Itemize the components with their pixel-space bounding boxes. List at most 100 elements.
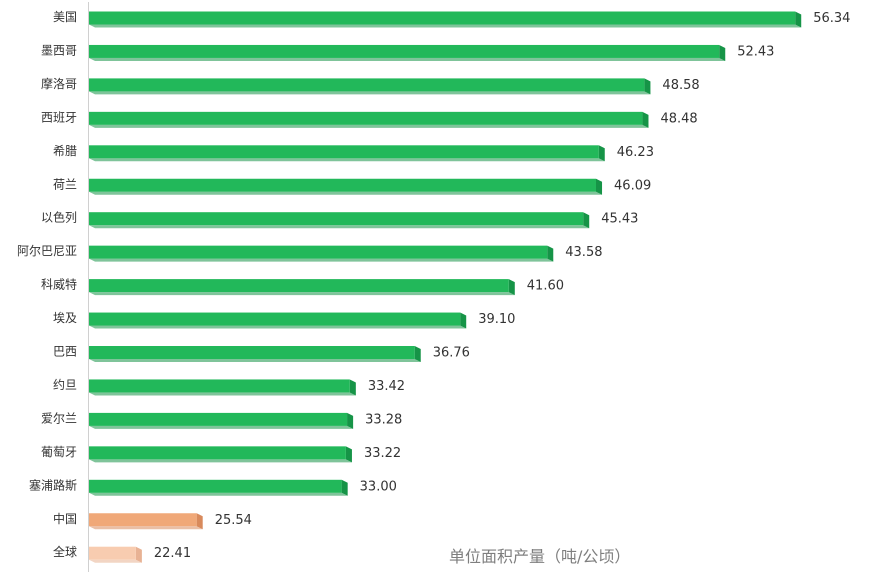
bar	[89, 446, 352, 463]
bar-face	[89, 279, 509, 293]
bar-side	[547, 245, 554, 262]
bar-face	[89, 446, 346, 460]
category-label: 约旦	[53, 377, 77, 392]
value-label: 39.10	[478, 312, 515, 327]
bar	[89, 379, 356, 396]
bar-side	[349, 379, 356, 396]
bar-face	[89, 145, 599, 159]
value-label: 25.54	[215, 513, 252, 528]
bar-face	[89, 312, 461, 326]
bar-bottom	[89, 526, 203, 530]
bar-face	[89, 212, 584, 226]
value-label: 46.09	[614, 178, 651, 193]
bar	[89, 245, 554, 262]
bar-face	[89, 111, 643, 125]
category-label: 葡萄牙	[41, 445, 77, 459]
bar-face	[89, 379, 350, 393]
bar-bottom	[89, 24, 802, 28]
bar-side	[460, 312, 467, 329]
bar-bottom	[89, 158, 605, 162]
bar-face	[89, 479, 342, 493]
bar-bottom	[89, 359, 421, 362]
bar-face	[89, 546, 136, 560]
category-labels-group: 美国墨西哥摩洛哥西班牙希腊荷兰以色列阿尔巴尼亚科威特埃及巴西约旦爱尔兰葡萄牙塞浦…	[17, 10, 77, 559]
value-label: 33.22	[364, 446, 401, 461]
bar-face	[89, 412, 348, 426]
bar-side	[598, 145, 605, 162]
value-label: 48.58	[662, 78, 699, 93]
category-label: 美国	[53, 10, 77, 24]
bar	[89, 11, 802, 28]
value-label: 48.48	[660, 111, 697, 126]
bar-face	[89, 245, 548, 259]
bar	[89, 412, 354, 429]
category-label: 摩洛哥	[41, 76, 77, 91]
bar-bottom	[89, 57, 726, 61]
unit-annotation: 单位面积产量（吨/公顷）	[449, 547, 631, 566]
bar-bottom	[89, 425, 354, 429]
value-label: 45.43	[601, 212, 638, 227]
bars-group	[89, 11, 802, 563]
bar-side	[347, 412, 354, 429]
value-label: 33.00	[360, 479, 397, 494]
bar-side	[595, 178, 603, 195]
value-label: 52.43	[737, 44, 774, 59]
bar-side	[583, 212, 590, 229]
bar-bottom	[89, 191, 603, 195]
bar-side	[642, 111, 649, 128]
bar-bottom	[89, 559, 142, 563]
category-label: 巴西	[53, 345, 77, 359]
value-label: 46.23	[617, 145, 654, 160]
category-label: 希腊	[53, 143, 77, 158]
bar-side	[644, 78, 651, 95]
bar-bottom	[89, 325, 467, 329]
bar-face	[89, 513, 197, 527]
category-label: 埃及	[53, 311, 77, 325]
bar-bottom	[89, 459, 352, 463]
category-label: 科威特	[41, 277, 77, 292]
value-label: 33.28	[365, 412, 402, 427]
bar-side	[196, 513, 203, 530]
bar	[89, 78, 651, 95]
bar	[89, 479, 348, 496]
bar	[89, 546, 142, 563]
bar	[89, 513, 203, 530]
bar-bottom	[89, 392, 356, 396]
bar-bottom	[89, 292, 515, 296]
bar-bottom	[89, 91, 651, 95]
value-label: 41.60	[527, 279, 564, 294]
value-label: 56.34	[813, 11, 850, 26]
bar-side	[345, 446, 352, 463]
bar-side	[341, 479, 348, 496]
bar-side	[414, 346, 421, 362]
bar-side	[719, 44, 726, 61]
bar-bottom	[89, 124, 649, 128]
bar	[89, 145, 605, 162]
bar-face	[89, 78, 645, 92]
bar	[89, 111, 649, 128]
category-label: 以色列	[41, 211, 77, 225]
bar	[89, 44, 726, 61]
value-label: 36.76	[433, 346, 470, 361]
bar	[89, 178, 603, 195]
category-label: 塞浦路斯	[29, 477, 77, 492]
category-label: 爱尔兰	[41, 410, 77, 425]
bar-side	[795, 11, 802, 28]
value-label: 33.42	[368, 379, 405, 394]
category-label: 荷兰	[53, 177, 77, 191]
bar-face	[89, 44, 720, 58]
bar-bottom	[89, 258, 554, 262]
bar	[89, 312, 467, 329]
bar	[89, 212, 590, 229]
bar-bottom	[89, 225, 590, 229]
category-label: 墨西哥	[41, 43, 77, 57]
category-label: 西班牙	[41, 110, 77, 124]
value-label: 22.41	[154, 546, 191, 561]
category-label: 阿尔巴尼亚	[17, 243, 77, 258]
bar-face	[89, 346, 415, 359]
category-label: 全球	[53, 544, 77, 559]
bar-side	[135, 546, 142, 563]
value-label: 43.58	[565, 245, 602, 260]
bar-bottom	[89, 492, 348, 496]
